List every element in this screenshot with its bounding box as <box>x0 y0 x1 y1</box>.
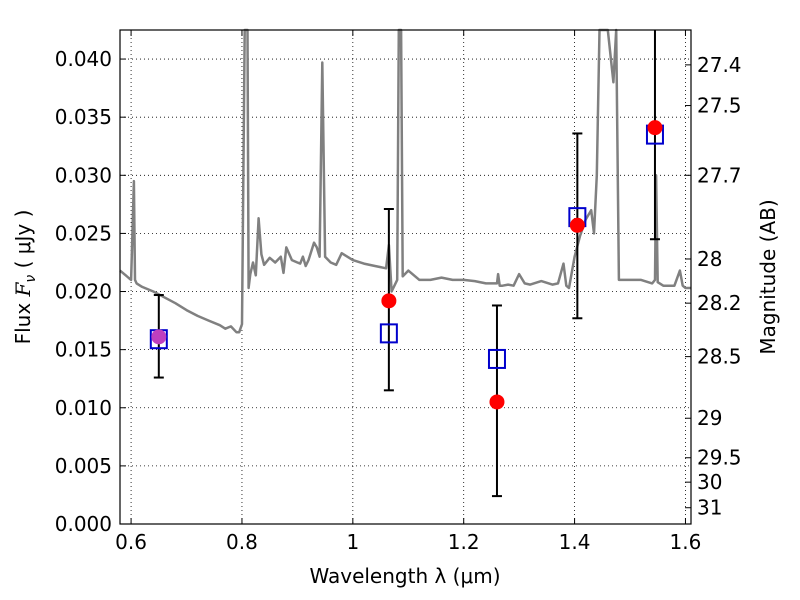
y-tick-label: 0.015 <box>55 338 112 362</box>
x-tick-label: 1.4 <box>559 530 591 554</box>
x-axis-ticks: 0.6 0.8 1 1.2 1.4 1.6 <box>115 30 701 554</box>
model-band-square <box>487 348 506 369</box>
marker-layer <box>149 120 664 410</box>
observed-point <box>489 394 505 410</box>
plot-frame <box>119 29 692 525</box>
y-axis-label-subscript: ν <box>23 275 39 283</box>
y-axis-label-prefix: Flux <box>11 296 35 344</box>
x-axis-label: Wavelength λ (μm) <box>309 564 500 588</box>
y2-tick-label: 28.2 <box>697 291 742 315</box>
observed-point <box>381 293 397 309</box>
y2-tick-label: 27.7 <box>697 163 742 187</box>
model-spectrum-line <box>119 28 691 334</box>
y-axis-label-suffix: ( μJy ) <box>11 210 35 275</box>
y-tick-label: 0.020 <box>55 280 112 304</box>
y2-tick-label: 29 <box>697 406 722 430</box>
y2-tick-label: 28.5 <box>697 345 742 369</box>
y-tick-label: 0.005 <box>55 454 112 478</box>
y2-tick-label: 30 <box>697 470 722 494</box>
model-band-square <box>379 323 398 344</box>
y-tick-label: 0.000 <box>55 512 112 536</box>
observed-point <box>647 120 663 136</box>
y-tick-label: 0.030 <box>55 163 112 187</box>
x-tick-label: 0.8 <box>226 530 258 554</box>
y2-tick-label: 28 <box>697 247 722 271</box>
x-tick-label: 1.2 <box>448 530 480 554</box>
observed-point <box>569 217 585 233</box>
y2-axis-label: Magnitude (AB) <box>756 199 780 354</box>
grid <box>120 30 691 525</box>
x-tick-label: 1 <box>346 530 359 554</box>
y-tick-label: 0.035 <box>55 105 112 129</box>
x-tick-label: 0.6 <box>115 530 147 554</box>
y-axis-label-symbol: F <box>11 281 35 297</box>
y2-tick-label: 27.4 <box>697 53 742 77</box>
y2-tick-label: 29.5 <box>697 446 742 470</box>
y2-tick-label: 27.5 <box>697 94 742 118</box>
y2-tick-label: 31 <box>697 496 722 520</box>
y-tick-label: 0.010 <box>55 396 112 420</box>
y-tick-label: 0.040 <box>55 47 112 71</box>
y-axis-ticks: 0.000 0.005 0.010 0.015 0.020 0.025 0.030 0.035… <box>55 47 126 536</box>
spectrum-layer <box>119 28 691 334</box>
x-tick-label: 1.6 <box>670 530 702 554</box>
y-tick-label: 0.025 <box>55 221 112 245</box>
errorbar-layer <box>153 30 660 498</box>
observed-point <box>151 329 167 345</box>
y-axis-label: Flux Fν ( μJy ) <box>11 210 39 345</box>
